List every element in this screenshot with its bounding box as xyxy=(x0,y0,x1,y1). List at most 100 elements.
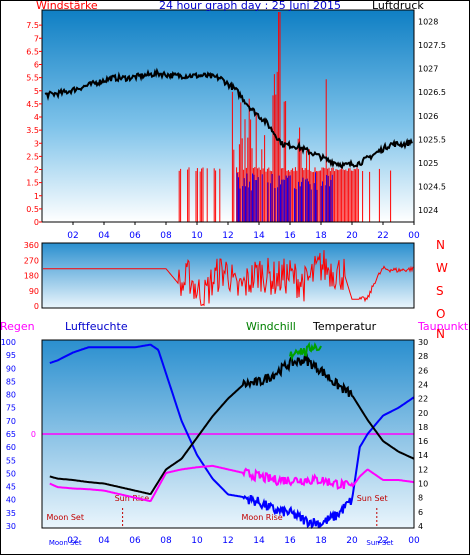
dewpoint-label: Taupunkt xyxy=(417,320,469,333)
pressure-y-tick-label: 1025 xyxy=(418,159,438,168)
wind-y-tick-label: 4.5 xyxy=(26,100,39,109)
rain-zero-label: 0 xyxy=(31,430,36,439)
time-x-tick-label: 14 xyxy=(253,231,265,241)
wind-y-tick-label: 2.5 xyxy=(26,152,39,161)
pressure-y-tick-label: 1024 xyxy=(418,206,438,215)
temperature-y-tick-label: 28 xyxy=(418,352,428,361)
moonrise-label: Moon Rise xyxy=(242,513,283,522)
wind-y-tick-label: 5 xyxy=(34,87,39,96)
wind-y-tick-label: 5.5 xyxy=(26,74,39,83)
humidity-y-tick-label: 70 xyxy=(6,417,16,426)
moonset-label: Moon Set xyxy=(47,513,84,522)
time-x-tick-label: 00 xyxy=(408,536,420,546)
wind-y-tick-label: 0.5 xyxy=(26,205,39,214)
time-x-tick-label: 08 xyxy=(160,231,172,241)
temperature-y-tick-label: 18 xyxy=(418,423,428,432)
humidity-y-tick-label: 90 xyxy=(6,364,16,373)
pressure-y-tick-label: 1027.5 xyxy=(418,41,446,50)
windchill-line xyxy=(289,341,322,362)
compass-label: W xyxy=(436,261,448,275)
time-x-tick-label: 18 xyxy=(315,231,327,241)
pressure-y-tick-label: 1026.5 xyxy=(418,88,446,97)
temperature-line xyxy=(49,352,415,496)
temperature-y-tick-label: 10 xyxy=(418,480,428,489)
time-x-tick-label: 20 xyxy=(346,536,358,546)
humidity-y-tick-label: 95 xyxy=(6,351,16,360)
time-x-tick-label: 20 xyxy=(346,231,358,241)
time-x-tick-label: 10 xyxy=(191,231,203,241)
wind-y-tick-label: 7.5 xyxy=(26,21,39,30)
pressure-y-tick-label: 1027 xyxy=(418,65,438,74)
wind-y-tick-label: 1 xyxy=(34,192,39,201)
time-x-tick-label: 02 xyxy=(67,231,78,241)
humidity-label: Luftfeuchte xyxy=(65,320,128,333)
temperature-y-tick-label: 16 xyxy=(418,437,428,446)
temperature-y-tick-label: 4 xyxy=(418,522,423,531)
wind-y-tick-label: 2 xyxy=(34,166,39,175)
moonset-bottom-label: Moon Set xyxy=(49,539,82,547)
wind-y-tick-label: 6.5 xyxy=(26,47,39,56)
humidity-y-tick-label: 80 xyxy=(6,391,16,400)
temperature-y-tick-label: 20 xyxy=(418,409,428,418)
humidity-y-tick-label: 40 xyxy=(6,496,16,505)
direction-y-tick-label: 270 xyxy=(24,256,39,265)
sunset-bottom-label: Sun Set xyxy=(366,539,393,547)
temperature-y-tick-label: 30 xyxy=(418,338,428,347)
humidity-y-tick-label: 85 xyxy=(6,377,16,386)
wind-strength-title: Windstärke xyxy=(36,0,98,12)
direction-y-tick-label: 90 xyxy=(29,287,39,296)
wind-pressure-plot-area xyxy=(42,10,414,222)
humidity-line xyxy=(49,343,415,530)
temperature-y-tick-label: 12 xyxy=(418,465,428,474)
time-x-tick-label: 12 xyxy=(222,231,233,241)
humidity-y-tick-label: 35 xyxy=(6,509,16,518)
time-x-tick-label: 00 xyxy=(408,231,420,241)
compass-label: S xyxy=(436,284,444,298)
compass-label: N xyxy=(436,327,445,341)
time-x-tick-label: 02 xyxy=(67,536,78,546)
direction-y-tick-label: 360 xyxy=(24,241,39,250)
time-x-tick-label: 14 xyxy=(253,536,265,546)
humidity-y-tick-label: 60 xyxy=(6,443,16,452)
temperature-y-tick-label: 24 xyxy=(418,380,428,389)
temp-humidity-plot-border xyxy=(41,339,415,529)
temperature-y-tick-label: 8 xyxy=(418,494,423,503)
wind-y-tick-label: 0 xyxy=(34,218,39,227)
dewpoint-line xyxy=(49,464,414,503)
rain-label: Regen xyxy=(0,320,35,333)
humidity-y-tick-label: 30 xyxy=(6,522,16,531)
time-x-tick-label: 18 xyxy=(315,536,327,546)
windchill-label: Windchill xyxy=(246,320,296,333)
temperature-y-tick-label: 6 xyxy=(418,508,423,517)
wind-direction-plot-border xyxy=(41,242,415,309)
pressure-line xyxy=(44,67,413,170)
wind-y-tick-label: 3.5 xyxy=(26,126,39,135)
compass-label: N xyxy=(436,238,445,252)
direction-y-tick-label: 0 xyxy=(34,302,39,311)
time-x-tick-label: 06 xyxy=(129,231,141,241)
temperature-label: Temperatur xyxy=(312,320,377,333)
time-x-tick-label: 12 xyxy=(222,536,233,546)
pressure-y-tick-label: 1024.5 xyxy=(418,183,446,192)
humidity-y-tick-label: 100 xyxy=(1,338,16,347)
wind-y-tick-label: 6 xyxy=(34,61,39,70)
wind-y-tick-label: 4 xyxy=(34,113,39,122)
wind-direction-line xyxy=(43,250,414,307)
sunrise-label: Sun Rise xyxy=(115,494,150,503)
humidity-y-tick-label: 75 xyxy=(6,404,16,413)
time-x-tick-label: 16 xyxy=(284,536,296,546)
time-x-tick-label: 22 xyxy=(377,536,388,546)
wind-y-tick-label: 1.5 xyxy=(26,179,39,188)
pressure-y-tick-label: 1028 xyxy=(418,17,438,26)
time-x-tick-label: 06 xyxy=(129,536,141,546)
time-x-tick-label: 04 xyxy=(98,536,110,546)
compass-label: O xyxy=(436,307,445,321)
time-x-tick-label: 10 xyxy=(191,536,203,546)
pressure-title: Luftdruck xyxy=(372,0,424,12)
time-x-tick-label: 22 xyxy=(377,231,388,241)
pressure-y-tick-label: 1025.5 xyxy=(418,135,446,144)
humidity-y-tick-label: 50 xyxy=(6,469,16,478)
wind-y-tick-label: 7 xyxy=(34,34,39,43)
